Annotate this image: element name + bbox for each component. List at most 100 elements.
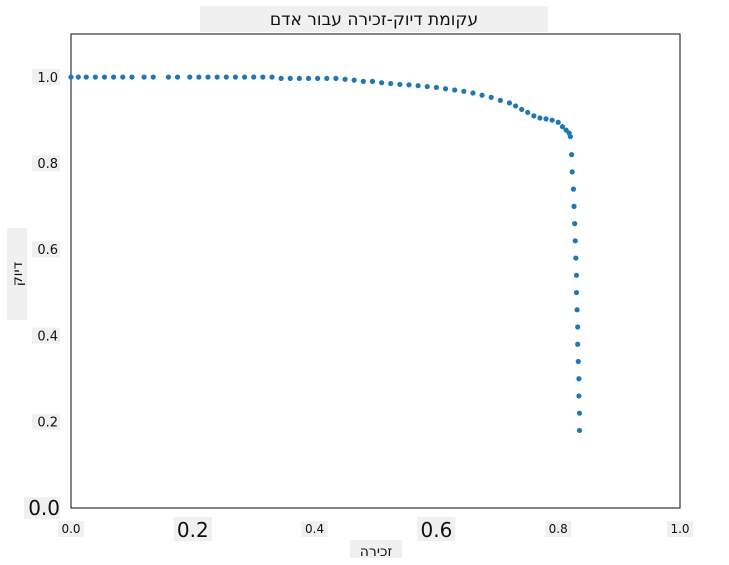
- data-point: [479, 92, 485, 98]
- y-tick-label: 0.4: [37, 329, 58, 344]
- data-point: [315, 75, 321, 81]
- data-point: [129, 74, 135, 80]
- data-point: [442, 86, 449, 92]
- data-point: [196, 74, 202, 80]
- x-tick-label: 0.2: [177, 518, 209, 542]
- x-tick-background: [667, 521, 693, 537]
- y-tick-background: [24, 497, 60, 519]
- data-point: [120, 74, 126, 80]
- data-point: [576, 376, 582, 382]
- data-point: [570, 186, 577, 192]
- data-point: [569, 169, 575, 175]
- data-point: [214, 74, 220, 80]
- data-point: [549, 117, 555, 123]
- data-point: [360, 78, 366, 84]
- data-point: [576, 393, 582, 399]
- title-background: [200, 6, 548, 32]
- data-point: [68, 74, 74, 80]
- data-point: [461, 88, 467, 94]
- data-point: [241, 74, 248, 80]
- data-point: [397, 81, 403, 88]
- y-axis-label: דיוק: [10, 261, 26, 286]
- data-point: [559, 124, 566, 130]
- data-point: [575, 358, 581, 365]
- data-point: [324, 75, 330, 81]
- data-point: [305, 75, 312, 81]
- data-point: [452, 87, 458, 93]
- y-tick-background: [32, 155, 60, 172]
- data-point: [406, 82, 412, 88]
- data-point: [187, 74, 193, 80]
- data-point: [488, 94, 494, 100]
- x-tick-label: 0.8: [549, 522, 568, 536]
- data-point: [174, 74, 181, 80]
- y-tick-label: 0.0: [28, 496, 60, 520]
- x-tick-label: 1.0: [670, 522, 689, 536]
- data-point: [576, 427, 583, 434]
- data-point: [433, 84, 439, 91]
- y-tick-label: 0.8: [37, 157, 58, 172]
- y-tick-background: [32, 413, 60, 430]
- data-point: [342, 76, 348, 82]
- data-point: [75, 74, 81, 80]
- y-tick-label: 1.0: [37, 71, 58, 86]
- data-point: [287, 75, 293, 81]
- data-point: [333, 75, 339, 81]
- data-point: [150, 74, 156, 80]
- data-point: [251, 74, 257, 80]
- data-point: [351, 77, 357, 83]
- data-point: [378, 80, 385, 86]
- data-point: [470, 90, 476, 96]
- data-point: [165, 74, 172, 80]
- x-tick-background: [58, 521, 84, 537]
- data-point: [269, 74, 275, 80]
- y-tick-label: 0.6: [37, 243, 58, 258]
- data-point: [572, 221, 578, 227]
- data-point: [575, 341, 581, 347]
- data-point: [424, 83, 430, 90]
- data-point: [574, 307, 580, 313]
- data-point: [567, 133, 573, 140]
- data-points: [68, 74, 583, 434]
- x-tick-label: 0.0: [61, 522, 80, 536]
- data-point: [101, 74, 108, 80]
- data-point: [525, 109, 531, 116]
- data-point: [576, 410, 583, 416]
- data-point: [531, 113, 537, 119]
- data-point: [506, 100, 513, 106]
- data-point: [555, 119, 561, 125]
- chart-title: עקומת דיוק-זכירה עבור אדם: [270, 10, 478, 30]
- data-point: [141, 74, 147, 80]
- data-point: [296, 75, 302, 81]
- plot-frame: [70, 33, 681, 509]
- data-point: [519, 106, 525, 113]
- data-point: [415, 83, 421, 89]
- data-point: [537, 115, 543, 121]
- data-point: [512, 103, 519, 109]
- y-tick-background: [32, 327, 60, 344]
- x-tick-background: [417, 517, 456, 541]
- x-tick-background: [173, 517, 212, 541]
- x-tick-labels: 0.0 0.2 0.4 0.6 0.8 1.0: [58, 517, 693, 542]
- data-point: [571, 203, 577, 209]
- y-tick-background: [32, 69, 60, 86]
- data-point: [573, 255, 579, 261]
- data-point: [573, 272, 580, 278]
- y-tick-label: 0.2: [37, 415, 58, 430]
- data-point: [278, 75, 284, 81]
- data-point: [543, 116, 549, 122]
- x-tick-background: [545, 521, 572, 537]
- data-point: [92, 74, 98, 80]
- data-point: [369, 78, 376, 84]
- data-point: [388, 80, 394, 87]
- data-point: [572, 238, 578, 244]
- data-point: [497, 97, 503, 103]
- x-axis-label: זכירה: [360, 544, 393, 560]
- x-label-background: [350, 540, 402, 558]
- x-tick-background: [301, 521, 328, 537]
- data-point: [111, 74, 117, 80]
- data-point: [83, 74, 89, 80]
- data-point: [568, 152, 575, 158]
- y-tick-background: [32, 241, 60, 258]
